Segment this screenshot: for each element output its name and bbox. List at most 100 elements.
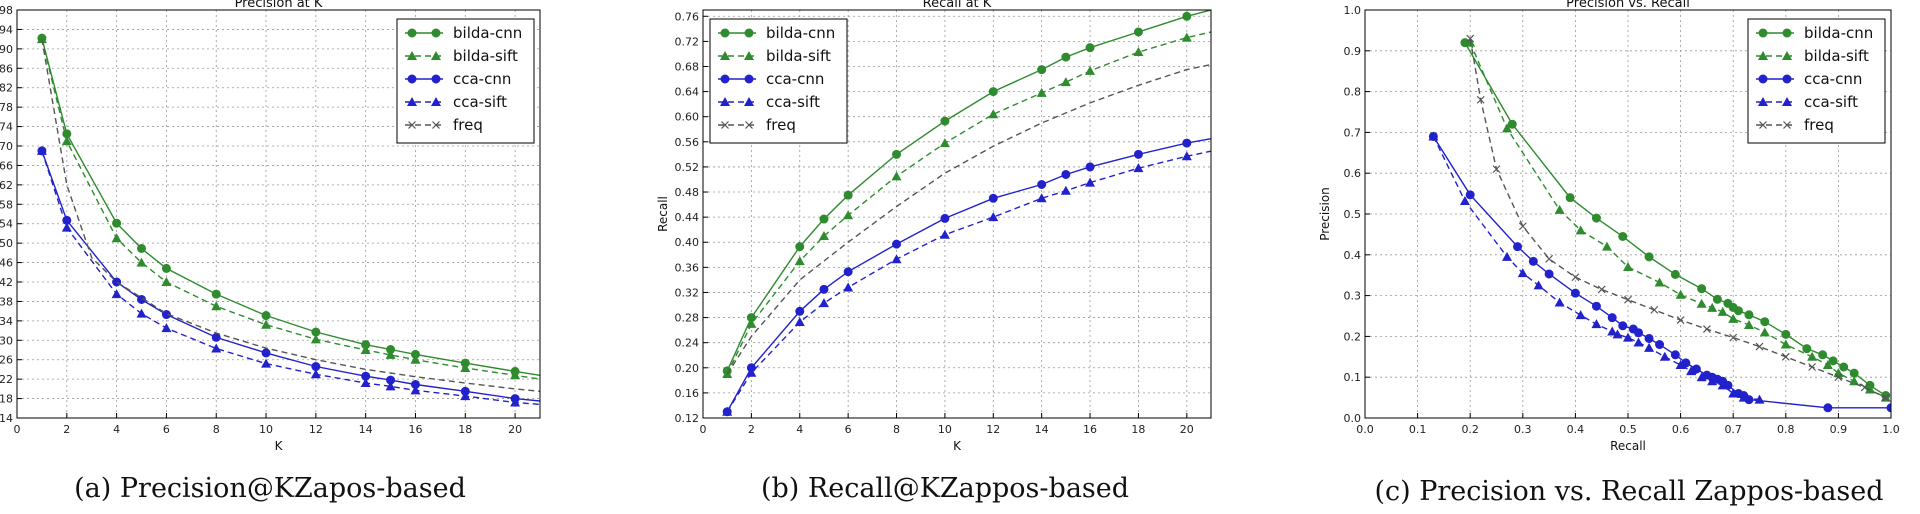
- data-point-cca-cnn: [1886, 403, 1891, 413]
- data-point-bilda-sift: [746, 318, 757, 328]
- legend-marker: [431, 74, 441, 84]
- x-tick-label: 0.3: [1514, 423, 1532, 436]
- plot-frame: [702, 9, 1212, 419]
- x-tick-label: 6: [163, 423, 170, 436]
- y-axis-label: Recall: [656, 196, 670, 232]
- data-point-bilda-sift: [261, 319, 272, 329]
- data-point-bilda-cnn: [1133, 27, 1143, 37]
- chart-caption: (a) Precision@KZapos-based: [74, 473, 466, 504]
- series-bilda-sift: [1465, 37, 1891, 402]
- legend-item-cca-cnn: cca-cnn: [1756, 70, 1862, 88]
- data-point-bilda-sift: [1601, 241, 1612, 251]
- data-point-cca-cnn: [1618, 321, 1628, 331]
- legend-item-cca-cnn: cca-cnn: [405, 70, 511, 88]
- legend-marker: [431, 97, 441, 106]
- x-axis-label: Recall: [1610, 439, 1646, 453]
- data-point-bilda-cnn: [843, 190, 853, 200]
- legend-marker: [744, 28, 754, 38]
- data-point-bilda-cnn: [988, 87, 998, 97]
- data-point-freq: [1476, 95, 1485, 104]
- data-point-bilda-sift: [1743, 319, 1754, 329]
- data-point-bilda-cnn: [1744, 310, 1754, 320]
- data-point-bilda-cnn: [261, 311, 271, 321]
- data-point-cca-sift: [1085, 177, 1096, 187]
- series-cca-sift: [36, 145, 540, 407]
- y-axis-label: Precision: [1318, 187, 1332, 241]
- data-point-cca-cnn: [843, 267, 853, 277]
- x-tick-label: 10: [259, 423, 273, 436]
- data-point-bilda-cnn: [1760, 317, 1770, 327]
- data-point-bilda-cnn: [1712, 294, 1722, 304]
- data-point-freq: [1702, 325, 1711, 333]
- data-point-freq: [1676, 316, 1685, 325]
- legend-marker: [407, 28, 417, 38]
- data-point-bilda-sift: [1060, 77, 1071, 87]
- data-point-freq: [1881, 393, 1890, 402]
- series-line-freq: [41, 38, 540, 392]
- data-point-bilda-cnn: [1037, 65, 1047, 75]
- data-point-cca-sift: [1696, 372, 1707, 382]
- y-tick-label: 1.0: [1344, 4, 1362, 17]
- legend-label: freq: [453, 116, 483, 134]
- data-point-cca-sift: [1554, 297, 1565, 307]
- data-point-cca-sift: [794, 316, 805, 326]
- y-tick-label: 0.9: [1344, 45, 1362, 58]
- y-tick-label: 74: [0, 121, 13, 134]
- data-point-cca-cnn: [1182, 138, 1192, 148]
- legend-label: cca-cnn: [766, 70, 824, 88]
- y-tick-label: 0.0: [1344, 412, 1362, 425]
- data-point-bilda-cnn: [1591, 213, 1601, 223]
- data-point-cca-sift: [988, 212, 999, 222]
- chart-title: Precision vs. Recall: [1566, 0, 1690, 11]
- series-cca-sift: [1428, 131, 1765, 404]
- legend-marker: [431, 28, 441, 38]
- legend-marker: [720, 97, 730, 106]
- data-point-cca-sift: [746, 367, 757, 377]
- data-point-cca-cnn: [1037, 179, 1047, 189]
- y-tick-label: 34: [0, 315, 13, 328]
- data-point-bilda-sift: [939, 138, 950, 148]
- series-bilda-cnn: [1460, 38, 1891, 401]
- x-tick-label: 12: [986, 423, 1000, 436]
- legend-label: cca-cnn: [1804, 70, 1862, 88]
- legend-marker: [1759, 121, 1767, 129]
- series-freq: [1466, 34, 1890, 402]
- legend-item-cca-cnn: cca-cnn: [718, 70, 824, 88]
- x-tick-label: 18: [458, 423, 472, 436]
- data-point-bilda-cnn: [1781, 329, 1791, 339]
- x-tick-label: 16: [1083, 423, 1097, 436]
- data-point-cca-sift: [1502, 251, 1513, 261]
- legend-marker: [745, 121, 753, 129]
- data-point-bilda-sift: [136, 257, 147, 267]
- legend-item-freq: freq: [1756, 116, 1834, 134]
- data-point-bilda-sift: [385, 349, 396, 359]
- data-point-freq: [1624, 295, 1632, 304]
- data-point-bilda-sift: [1675, 289, 1686, 299]
- y-tick-label: 0.2: [1344, 330, 1362, 343]
- data-point-bilda-sift: [310, 334, 321, 344]
- series-line-bilda-cnn: [726, 10, 1211, 372]
- data-point-cca-cnn: [1133, 149, 1143, 159]
- data-point-freq: [1597, 285, 1606, 294]
- series-line-cca-sift: [1432, 136, 1760, 401]
- legend-marker: [407, 51, 417, 60]
- legend-label: bilda-cnn: [766, 24, 835, 42]
- series-freq: [41, 38, 540, 392]
- data-point-bilda-sift: [211, 301, 222, 311]
- series-line-cca-cnn: [726, 138, 1211, 413]
- data-point-freq: [1492, 165, 1501, 174]
- x-tick-label: 0: [14, 423, 21, 436]
- data-point-cca-sift: [61, 222, 72, 232]
- data-point-cca-cnn: [1644, 333, 1654, 343]
- y-tick-label: 70: [0, 140, 13, 153]
- x-tick-label: 14: [359, 423, 373, 436]
- data-point-bilda-cnn: [1061, 52, 1071, 62]
- legend-marker: [1758, 51, 1768, 60]
- legend-marker: [407, 97, 417, 106]
- data-point-freq: [1729, 333, 1738, 342]
- data-point-cca-cnn: [1085, 162, 1095, 172]
- legend-marker: [431, 51, 441, 60]
- y-tick-label: 0.56: [675, 136, 700, 149]
- legend-label: cca-sift: [766, 93, 820, 111]
- legend-marker: [1782, 74, 1792, 84]
